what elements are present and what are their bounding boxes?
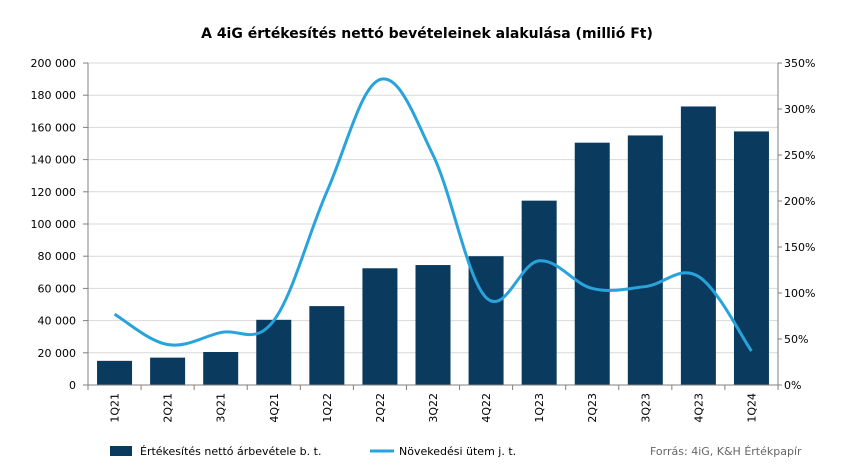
left-axis-ticks: 0 20 000 40 000 60 000 80 000 100 000 120 000 1… — [31, 57, 88, 392]
y-right-tick-label: 0% — [784, 379, 801, 392]
y-left-tick-label: 20 000 — [38, 347, 77, 360]
legend-label-bar: Értékesítés nettó árbevétele b. t. — [140, 445, 321, 458]
y-right-tick-label: 50% — [784, 333, 808, 346]
y-right-tick-label: 150% — [784, 241, 815, 254]
x-tick-label: 3Q21 — [215, 393, 228, 423]
y-left-tick-label: 180 000 — [31, 89, 77, 102]
line-series — [113, 77, 753, 352]
y-right-tick-label: 350% — [784, 57, 815, 70]
bar — [415, 265, 451, 385]
y-left-tick-label: 80 000 — [38, 250, 77, 263]
bar — [680, 106, 716, 385]
y-right-tick-label: 200% — [784, 195, 815, 208]
legend-label-line: Növekedési ütem j. t. — [399, 445, 516, 458]
bar — [733, 131, 769, 385]
bar — [521, 200, 557, 385]
y-left-tick-label: 160 000 — [31, 121, 77, 134]
bar — [256, 319, 292, 385]
x-tick-label: 1Q21 — [109, 393, 122, 423]
right-axis-ticks: 0% 50% 100% 150% 200% 250% 300% 350% — [778, 57, 815, 392]
bar-series — [97, 106, 769, 385]
x-tick-label: 1Q24 — [745, 393, 758, 423]
x-tick-label: 4Q21 — [268, 393, 281, 423]
y-left-tick-label: 100 000 — [31, 218, 77, 231]
y-right-tick-label: 300% — [784, 103, 815, 116]
y-left-tick-label: 140 000 — [31, 154, 77, 167]
y-left-tick-label: 120 000 — [31, 186, 77, 199]
x-tick-label: 4Q23 — [692, 393, 705, 423]
y-left-tick-label: 0 — [69, 379, 76, 392]
legend-swatch-bar — [110, 446, 132, 456]
x-axis-ticks: 1Q21 2Q21 3Q21 4Q21 1Q22 2Q22 3Q22 4Q22 1Q23 2Q23… — [87, 385, 779, 423]
bar — [203, 351, 239, 385]
y-right-tick-label: 100% — [784, 287, 815, 300]
y-right-tick-label: 250% — [784, 149, 815, 162]
x-tick-label: 2Q21 — [162, 393, 175, 423]
x-tick-label: 3Q23 — [639, 393, 652, 423]
growth-line — [113, 77, 753, 352]
bar — [97, 360, 133, 385]
x-tick-label: 2Q23 — [586, 393, 599, 423]
x-tick-label: 4Q22 — [480, 393, 493, 423]
gridlines — [88, 62, 778, 354]
y-left-tick-label: 200 000 — [31, 57, 77, 70]
bar — [362, 268, 398, 385]
x-tick-label: 3Q22 — [427, 393, 440, 423]
bar — [627, 135, 663, 385]
bar — [150, 357, 186, 385]
bar — [309, 306, 345, 385]
x-tick-label: 1Q22 — [321, 393, 334, 423]
x-tick-label: 1Q23 — [533, 393, 546, 423]
y-left-tick-label: 40 000 — [38, 315, 77, 328]
source-note: Forrás: 4iG, K&H Értékpapír — [650, 445, 802, 458]
chart-title: A 4iG értékesítés nettó bevételeinek ala… — [201, 26, 653, 42]
bar — [574, 142, 610, 385]
y-left-tick-label: 60 000 — [38, 282, 77, 295]
x-tick-label: 2Q22 — [374, 393, 387, 423]
legend: Értékesítés nettó árbevétele b. t. Növek… — [110, 445, 516, 458]
